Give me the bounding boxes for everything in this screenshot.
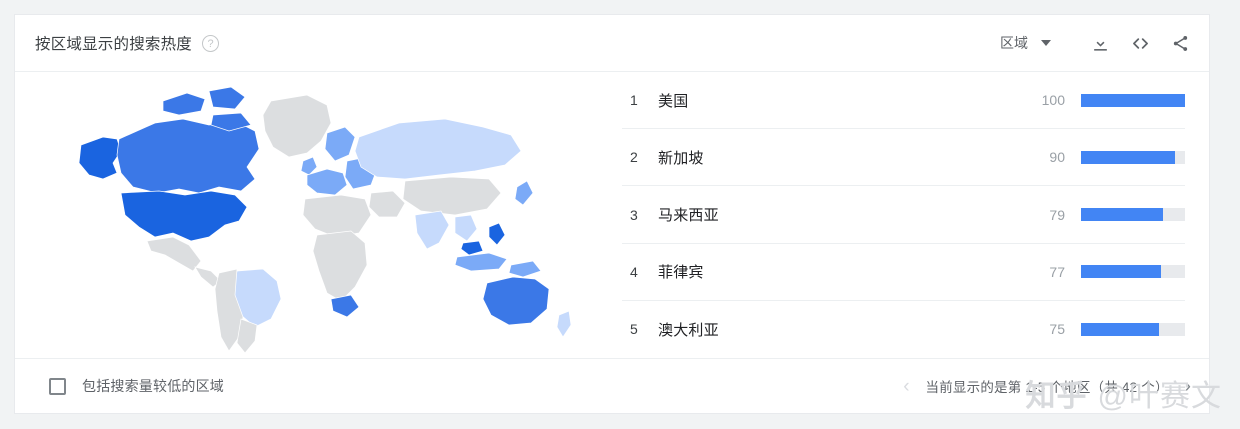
embed-code-icon[interactable] xyxy=(1127,30,1153,56)
value-bar-fill xyxy=(1081,322,1159,336)
world-choropleth-map[interactable] xyxy=(15,72,622,358)
map-region-russia xyxy=(354,118,521,180)
chevron-down-icon xyxy=(1041,40,1051,46)
map-region-south-america-west xyxy=(214,268,243,352)
map-region-sub-saharan-africa xyxy=(312,230,367,302)
share-icon[interactable] xyxy=(1167,30,1193,56)
value-bar-track xyxy=(1081,208,1185,221)
card-footer: 包括搜索量较低的区域 ‹ 当前显示的是第 1-5 个地区（共 42 个） › xyxy=(15,358,1209,413)
map-region-greenland xyxy=(262,94,331,158)
include-low-volume-checkbox[interactable]: 包括搜索量较低的区域 xyxy=(49,376,224,396)
download-icon[interactable] xyxy=(1087,30,1113,56)
map-region-uk xyxy=(300,156,317,176)
region-interest-card: 按区域显示的搜索热度 ? 区域 xyxy=(14,14,1210,414)
map-region-scandinavia xyxy=(324,126,355,162)
map-region-argentina xyxy=(236,318,257,354)
map-region-papua-new-guinea xyxy=(508,260,542,278)
checkbox-label: 包括搜索量较低的区域 xyxy=(82,378,224,394)
region-value: 77 xyxy=(1049,263,1065,280)
region-select-dropdown[interactable]: 区域 xyxy=(1000,33,1051,53)
map-region-canada-arctic-3 xyxy=(210,112,252,132)
table-row[interactable]: 4 菲律宾 77 xyxy=(622,244,1185,301)
map-region-indonesia xyxy=(454,252,508,272)
rank-number: 3 xyxy=(630,206,638,223)
map-region-canada-arctic-2 xyxy=(208,86,246,110)
map-region-south-africa xyxy=(330,294,359,318)
table-row[interactable]: 3 马来西亚 79 xyxy=(622,186,1185,244)
table-row[interactable]: 2 新加坡 90 xyxy=(622,129,1185,187)
map-region-japan xyxy=(514,180,533,206)
help-icon[interactable]: ? xyxy=(202,34,220,52)
region-name[interactable]: 美国 xyxy=(658,92,689,110)
value-bar-fill xyxy=(1081,93,1185,107)
map-region-united-states xyxy=(120,190,247,242)
rank-number: 1 xyxy=(630,92,638,109)
map-region-western-europe xyxy=(306,168,347,196)
map-region-mexico xyxy=(146,236,201,272)
table-row[interactable]: 1 美国 100 xyxy=(622,72,1185,130)
map-region-north-africa xyxy=(302,194,371,238)
region-value: 100 xyxy=(1041,92,1065,109)
map-region-alaska xyxy=(78,136,121,180)
rank-number: 4 xyxy=(630,263,638,280)
region-rank-list: 1 美国 100 2 新加坡 90 3 马来 xyxy=(622,72,1209,358)
value-bar-fill xyxy=(1081,150,1175,164)
chevron-left-icon[interactable]: ‹ xyxy=(903,375,910,397)
region-name[interactable]: 马来西亚 xyxy=(658,207,719,224)
region-value: 90 xyxy=(1049,149,1065,166)
map-region-canada xyxy=(116,118,259,194)
value-bar-track xyxy=(1081,93,1185,107)
map-region-indochina xyxy=(454,214,477,242)
pagination-status: 当前显示的是第 1-5 个地区（共 42 个） xyxy=(925,380,1169,395)
table-row[interactable]: 5 澳大利亚 75 xyxy=(622,301,1185,358)
card-header: 按区域显示的搜索热度 ? 区域 xyxy=(15,15,1209,72)
map-region-india xyxy=(414,210,449,250)
map-region-middle-east xyxy=(368,190,405,218)
region-value: 79 xyxy=(1049,206,1065,223)
map-region-australia xyxy=(482,276,549,326)
region-select-label: 区域 xyxy=(1000,35,1028,51)
chevron-right-icon[interactable]: › xyxy=(1184,375,1191,397)
region-name[interactable]: 新加坡 xyxy=(658,149,704,167)
map-region-central-asia xyxy=(402,176,501,216)
rank-number: 2 xyxy=(630,149,638,166)
card-body: 1 美国 100 2 新加坡 90 3 马来 xyxy=(15,72,1209,358)
value-bar-track xyxy=(1081,322,1185,336)
value-bar-track xyxy=(1081,150,1185,164)
map-region-philippines xyxy=(488,222,505,246)
value-bar-fill xyxy=(1081,208,1164,221)
checkbox-box[interactable] xyxy=(49,377,66,395)
map-region-new-zealand xyxy=(556,310,571,338)
map-region-malaysia xyxy=(460,240,483,256)
value-bar-track xyxy=(1081,265,1185,279)
pagination: ‹ 当前显示的是第 1-5 个地区（共 42 个） › xyxy=(903,376,1191,396)
value-bar-fill xyxy=(1081,265,1162,279)
page-title: 按区域显示的搜索热度 xyxy=(35,36,193,53)
map-region-canada-arctic xyxy=(162,92,205,116)
region-value: 75 xyxy=(1049,321,1065,338)
rank-number: 5 xyxy=(630,321,638,338)
region-name[interactable]: 澳大利亚 xyxy=(658,321,719,339)
region-name[interactable]: 菲律宾 xyxy=(658,264,704,282)
